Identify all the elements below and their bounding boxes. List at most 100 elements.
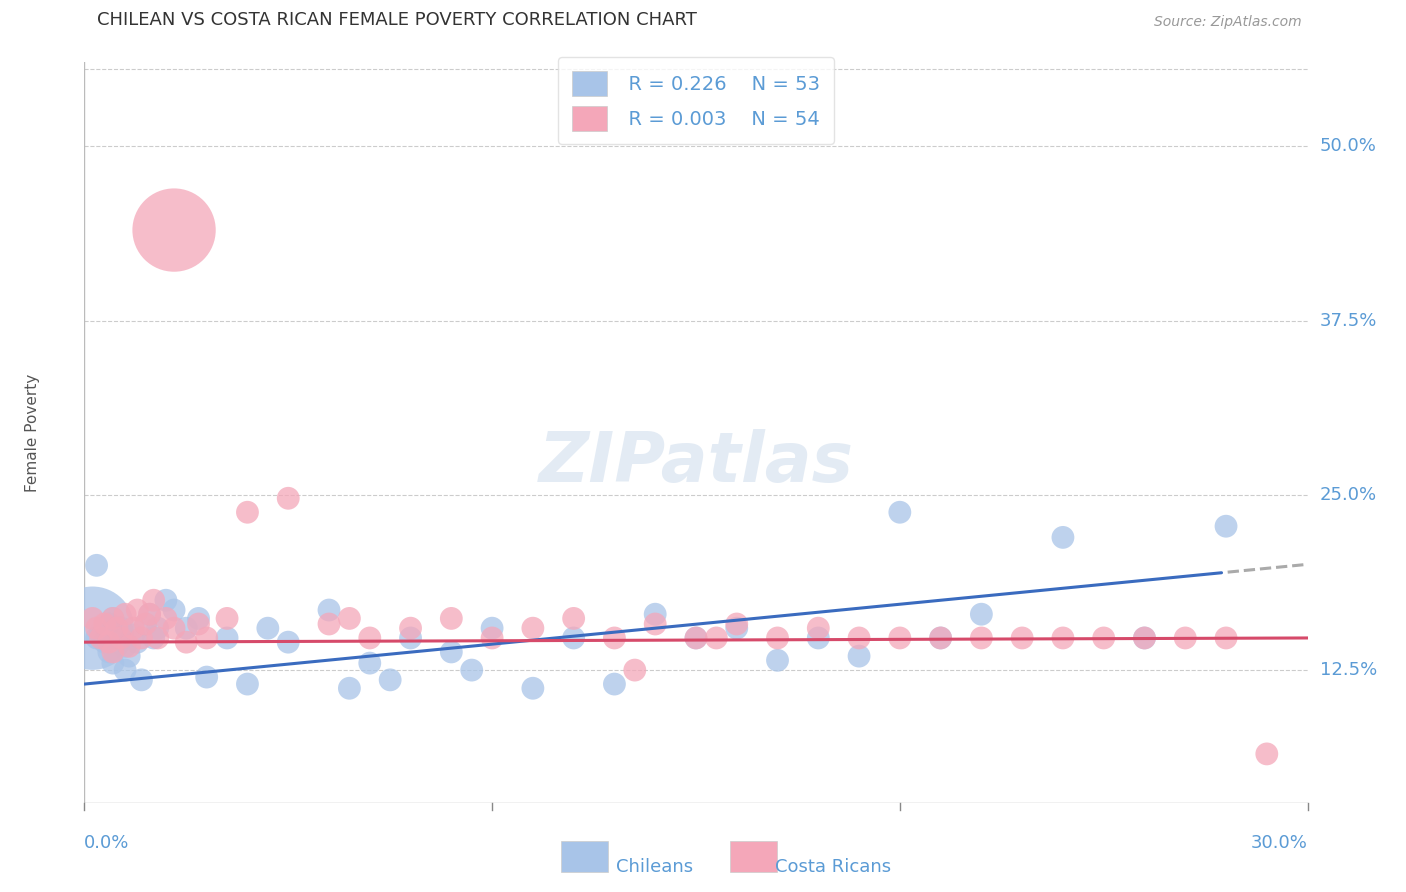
- Point: [86, 621, 108, 635]
- Point: [339, 681, 361, 696]
- Point: [236, 677, 259, 691]
- Point: [807, 621, 830, 635]
- Point: [135, 617, 157, 632]
- Point: [889, 631, 911, 645]
- Point: [929, 631, 952, 645]
- Point: [93, 635, 115, 649]
- Point: [848, 649, 870, 664]
- Point: [122, 628, 145, 642]
- Point: [440, 645, 463, 659]
- Point: [163, 603, 186, 617]
- Point: [122, 621, 145, 635]
- Point: [155, 593, 177, 607]
- Point: [970, 631, 993, 645]
- Text: 25.0%: 25.0%: [1320, 486, 1376, 505]
- Point: [706, 631, 728, 645]
- Point: [217, 611, 239, 625]
- Point: [110, 631, 132, 645]
- Point: [142, 593, 165, 607]
- Point: [90, 631, 112, 645]
- Point: [217, 631, 239, 645]
- Point: [146, 621, 169, 635]
- Point: [97, 645, 120, 659]
- Point: [114, 663, 136, 677]
- Point: [277, 491, 299, 506]
- Point: [440, 611, 463, 625]
- Point: [339, 611, 361, 625]
- Point: [399, 621, 422, 635]
- Point: [142, 631, 165, 645]
- Text: Source: ZipAtlas.com: Source: ZipAtlas.com: [1154, 15, 1302, 29]
- Point: [146, 631, 169, 645]
- Point: [236, 505, 259, 519]
- Point: [1215, 631, 1237, 645]
- Point: [101, 611, 124, 625]
- Point: [318, 617, 340, 632]
- FancyBboxPatch shape: [561, 840, 607, 871]
- Point: [522, 621, 544, 635]
- Point: [1052, 530, 1074, 544]
- Point: [127, 635, 149, 649]
- Point: [522, 681, 544, 696]
- Point: [848, 631, 870, 645]
- Point: [1256, 747, 1278, 761]
- Point: [187, 611, 209, 625]
- Point: [195, 670, 218, 684]
- Point: [359, 656, 381, 670]
- Point: [110, 621, 132, 635]
- Point: [86, 631, 108, 645]
- Point: [101, 645, 124, 659]
- Point: [163, 223, 186, 237]
- Text: 30.0%: 30.0%: [1251, 833, 1308, 852]
- Point: [90, 625, 112, 640]
- Point: [97, 635, 120, 649]
- Point: [624, 663, 647, 677]
- Legend:   R = 0.226    N = 53,   R = 0.003    N = 54: R = 0.226 N = 53, R = 0.003 N = 54: [558, 57, 834, 145]
- Point: [1052, 631, 1074, 645]
- Point: [174, 621, 197, 635]
- Point: [807, 631, 830, 645]
- Point: [114, 607, 136, 622]
- Point: [1011, 631, 1033, 645]
- Point: [163, 621, 186, 635]
- Point: [155, 611, 177, 625]
- Point: [135, 617, 157, 632]
- Point: [1133, 631, 1156, 645]
- Point: [97, 617, 120, 632]
- Point: [399, 631, 422, 645]
- Point: [127, 603, 149, 617]
- Point: [929, 631, 952, 645]
- Point: [138, 607, 160, 622]
- Point: [562, 611, 585, 625]
- Point: [685, 631, 707, 645]
- Point: [187, 617, 209, 632]
- Point: [889, 505, 911, 519]
- Point: [105, 621, 128, 635]
- Point: [1215, 519, 1237, 533]
- Point: [562, 631, 585, 645]
- Text: Costa Ricans: Costa Ricans: [776, 858, 891, 876]
- Text: Female Poverty: Female Poverty: [25, 374, 41, 491]
- Point: [766, 653, 789, 667]
- Point: [461, 663, 484, 677]
- Text: 37.5%: 37.5%: [1320, 312, 1378, 330]
- Point: [380, 673, 402, 687]
- Point: [131, 673, 153, 687]
- Point: [644, 617, 666, 632]
- Point: [114, 640, 136, 654]
- Point: [603, 631, 626, 645]
- Point: [481, 631, 503, 645]
- Text: ZIPatlas: ZIPatlas: [538, 429, 853, 496]
- Point: [603, 677, 626, 691]
- Point: [131, 631, 153, 645]
- Point: [685, 631, 707, 645]
- FancyBboxPatch shape: [730, 840, 776, 871]
- Point: [725, 617, 748, 632]
- Text: CHILEAN VS COSTA RICAN FEMALE POVERTY CORRELATION CHART: CHILEAN VS COSTA RICAN FEMALE POVERTY CO…: [97, 11, 696, 29]
- Point: [86, 558, 108, 573]
- Text: 50.0%: 50.0%: [1320, 137, 1376, 155]
- Point: [318, 603, 340, 617]
- Text: 0.0%: 0.0%: [84, 833, 129, 852]
- Point: [101, 611, 124, 625]
- Point: [195, 631, 218, 645]
